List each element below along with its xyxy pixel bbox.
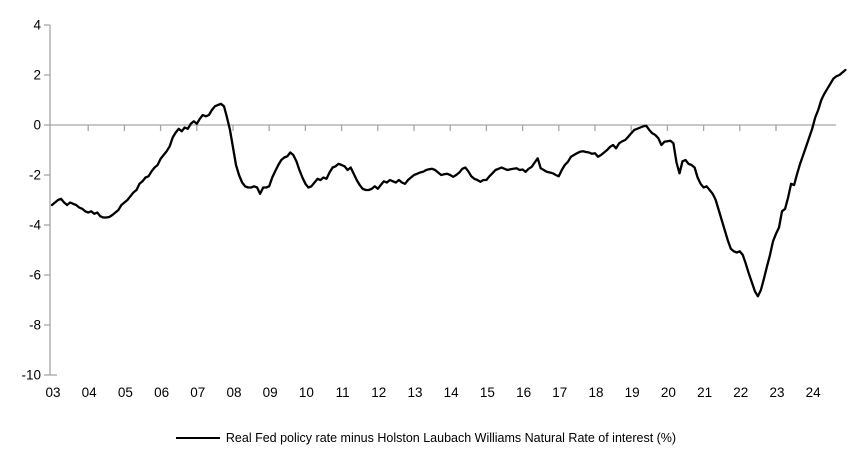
x-tick-label: 13 [407, 385, 422, 400]
series-line [50, 68, 847, 298]
x-tick-label: 19 [625, 385, 640, 400]
y-tick-label: -2 [29, 168, 41, 183]
x-tick-label: 10 [299, 385, 314, 400]
x-tick-label: 16 [516, 385, 531, 400]
y-tick-label: -10 [21, 368, 41, 383]
y-axis-ticks [44, 24, 50, 376]
x-tick-label: 12 [371, 385, 386, 400]
x-axis-labels: 03 04 05 06 07 08 09 10 11 12 13 14 15 16 17 18 19 20 21 22… [45, 385, 821, 400]
x-tick-label: 03 [45, 385, 60, 400]
y-tick-label: -8 [29, 318, 41, 333]
x-tick-label: 07 [190, 385, 205, 400]
x-tick-label: 18 [588, 385, 603, 400]
legend-line-sample [175, 437, 220, 439]
x-tick-label: 24 [806, 385, 822, 400]
x-tick-label: 14 [444, 385, 460, 400]
x-tick-label: 23 [769, 385, 784, 400]
x-tick-label: 08 [226, 385, 241, 400]
y-tick-label: -4 [29, 218, 41, 233]
x-tick-label: 22 [733, 385, 748, 400]
x-axis-ticks [87, 125, 813, 131]
y-tick-label: 2 [33, 68, 41, 83]
x-tick-label: 06 [154, 385, 169, 400]
y-tick-label: 0 [33, 118, 41, 133]
x-tick-label: 05 [118, 385, 133, 400]
x-tick-label: 20 [661, 385, 676, 400]
y-tick-label: 4 [33, 18, 41, 33]
x-tick-label: 11 [336, 385, 350, 400]
legend-label: Real Fed policy rate minus Holston Lauba… [225, 431, 677, 445]
x-tick-label: 21 [697, 385, 712, 400]
x-tick-label: 04 [82, 385, 98, 400]
y-axis-labels: 4 2 0 -2 -4 -6 -8 -10 [21, 18, 41, 383]
x-tick-label: 09 [263, 385, 278, 400]
chart-canvas: 420-2-4-6-8-10 03 04 05 06 07 08 09 10 11 12 13 14 1… [21, 18, 847, 400]
legend: Real Fed policy rate minus Holston Lauba… [0, 431, 852, 445]
x-tick-label: 17 [552, 385, 567, 400]
y-tick-label: -6 [29, 268, 41, 283]
x-tick-label: 15 [480, 385, 495, 400]
